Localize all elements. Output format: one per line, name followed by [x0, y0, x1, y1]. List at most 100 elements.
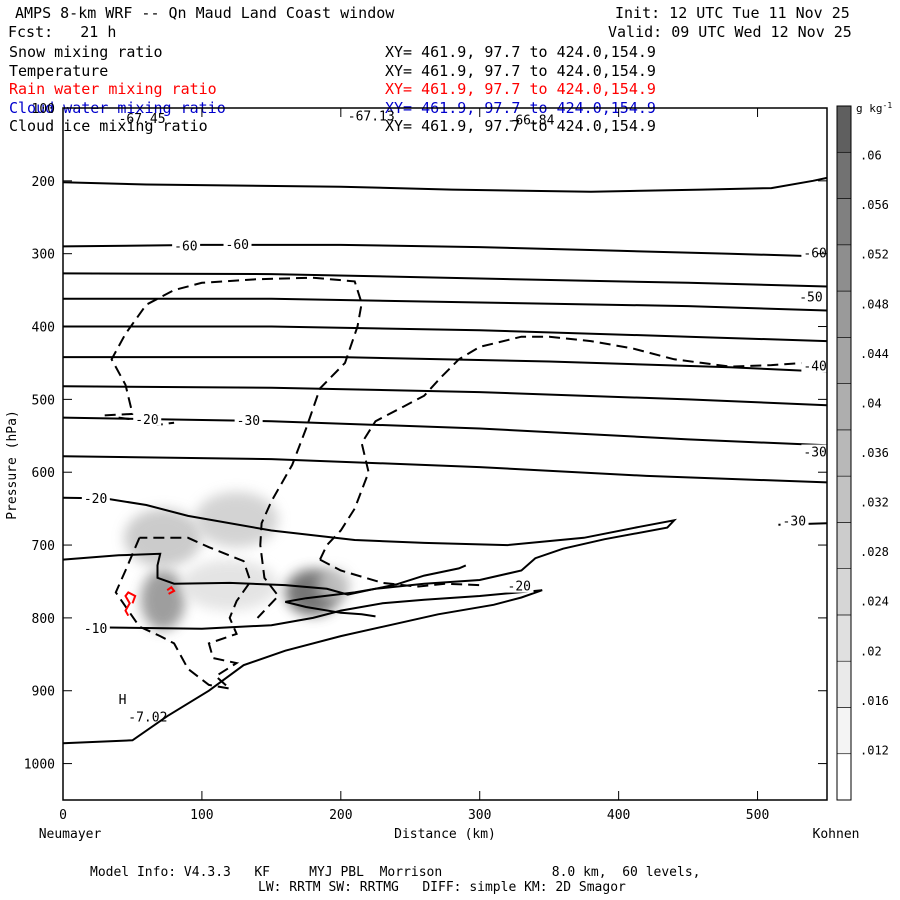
colorbar-tick-label: .044	[860, 347, 889, 361]
x-tick-label: 100	[190, 808, 213, 823]
colorbar-tick-label: .012	[860, 743, 889, 757]
colorbar-cell	[836, 290, 852, 338]
temperature-contour	[62, 455, 828, 484]
contour-label-bg	[81, 620, 110, 635]
colorbar-tick-label: .016	[860, 694, 889, 708]
contour-label-bg	[801, 358, 830, 373]
colorbar-cell	[836, 198, 852, 246]
colorbar-unit-exponent: -1	[883, 101, 893, 110]
y-tick-label: 200	[32, 175, 55, 190]
colorbar-cell	[836, 105, 852, 153]
cloud-ice-contour	[319, 335, 828, 561]
colorbar-tick-label: .028	[860, 545, 889, 559]
contour-label-bg	[505, 578, 534, 593]
snow-shade-blob	[181, 559, 279, 611]
contour-label-bg	[234, 413, 263, 428]
y-tick-label: 600	[32, 466, 55, 481]
temperature-contour	[62, 416, 828, 447]
plot-frame	[62, 107, 828, 801]
contour-label-bg	[223, 236, 252, 251]
point-annotation: H	[119, 693, 127, 708]
point-annotation: -67.13	[348, 110, 395, 125]
model-info-line: Model Info: V4.3.3 KF MYJ PBL Morrison 8…	[90, 865, 701, 880]
contour-label: -30	[803, 446, 826, 461]
temperature-contour	[63, 356, 828, 373]
colorbar-tick-label: .048	[860, 297, 889, 311]
colorbar-cell	[836, 429, 852, 477]
colorbar-cell	[836, 475, 852, 523]
contour-label-bg	[133, 411, 162, 426]
field-xy-range: XY= 461.9, 97.7 to 424.0,154.9	[385, 80, 656, 98]
valid-time: Valid: 09 UTC Wed 12 Nov 25	[608, 23, 852, 41]
temperature-contour	[62, 589, 543, 745]
field-xy-range: XY= 461.9, 97.7 to 424.0,154.9	[385, 61, 656, 80]
colorbar-cell	[836, 660, 852, 708]
y-tick-label: 500	[32, 393, 55, 408]
colorbar-cell	[836, 244, 852, 292]
temperature-contour	[62, 243, 828, 258]
contour-label-bg	[801, 245, 830, 260]
contour-label: -20	[135, 413, 158, 428]
y-tick-label: 700	[32, 539, 55, 554]
contour-label: -20	[84, 492, 107, 507]
field-xy-range: XY= 461.9, 97.7 to 424.0,154.9	[385, 117, 656, 135]
snow-shade-blob	[194, 491, 279, 548]
colorbar-tick-label: .032	[860, 496, 889, 510]
snow-shade-blob	[140, 569, 186, 631]
temperature-contour	[63, 297, 828, 312]
colorbar-frame	[836, 105, 852, 801]
y-tick-label: 100	[32, 102, 55, 117]
cloud-ice-contour	[114, 536, 252, 691]
cloud-ice-contour	[104, 276, 363, 619]
contour-label: -20	[508, 580, 531, 595]
colorbar-cell	[836, 707, 852, 755]
right-endpoint-label: Kohnen	[813, 827, 860, 842]
colorbar-tick-label: .056	[860, 198, 889, 212]
temperature-contour	[62, 496, 678, 618]
colorbar-cell	[836, 753, 852, 801]
colorbar-cell	[836, 383, 852, 431]
point-annotation: -67.45	[119, 112, 166, 127]
colorbar-tick-label: .024	[860, 595, 889, 609]
point-annotation: -66.84	[508, 113, 555, 128]
temperature-contour	[63, 325, 828, 343]
y-axis-label: Pressure (hPa)	[5, 410, 20, 520]
x-tick-label: 400	[607, 808, 630, 823]
field-name: Cloud ice mixing ratio	[9, 117, 208, 135]
rain-water-contour	[124, 591, 137, 617]
y-tick-label: 300	[32, 248, 55, 263]
contour-label: -60	[803, 247, 826, 262]
field-name: Snow mixing ratio	[9, 43, 163, 61]
contour-label-bg	[801, 444, 830, 459]
x-tick-label: 300	[468, 808, 491, 823]
init-time: Init: 12 UTC Tue 11 Nov 25	[615, 4, 850, 22]
temperature-contour	[62, 272, 828, 288]
forecast-hour: Fcst: 21 h	[8, 23, 117, 41]
colorbar-tick-label: .04	[860, 396, 882, 410]
y-tick-label: 900	[32, 685, 55, 700]
x-tick-label: 500	[746, 808, 769, 823]
colorbar-unit: g kg-1	[856, 101, 892, 115]
y-tick-label: 800	[32, 612, 55, 627]
cloud-ice-contour	[319, 558, 480, 588]
colorbar-cell	[836, 151, 852, 199]
x-tick-label: 0	[59, 808, 67, 823]
y-tick-label: 400	[32, 321, 55, 336]
contour-label: -60	[174, 239, 197, 254]
temperature-contour	[62, 176, 828, 193]
temperature-contour	[62, 385, 828, 407]
contour-label: -10	[84, 622, 107, 637]
field-name: Rain water mixing ratio	[9, 80, 217, 98]
left-endpoint-label: Neumayer	[39, 827, 102, 842]
contour-label-bg	[780, 513, 809, 528]
colorbar-tick-label: .036	[860, 446, 889, 460]
x-axis-label: Distance (km)	[394, 827, 496, 842]
rain-water-contour	[166, 585, 176, 595]
contour-label-bg	[797, 289, 826, 304]
contour-label: -30	[783, 515, 806, 530]
contour-label: -50	[799, 290, 822, 305]
colorbar-tick-label: .02	[860, 644, 882, 658]
field-name: Temperature	[9, 61, 109, 80]
field-xy-range: XY= 461.9, 97.7 to 424.0,154.9	[385, 43, 656, 61]
